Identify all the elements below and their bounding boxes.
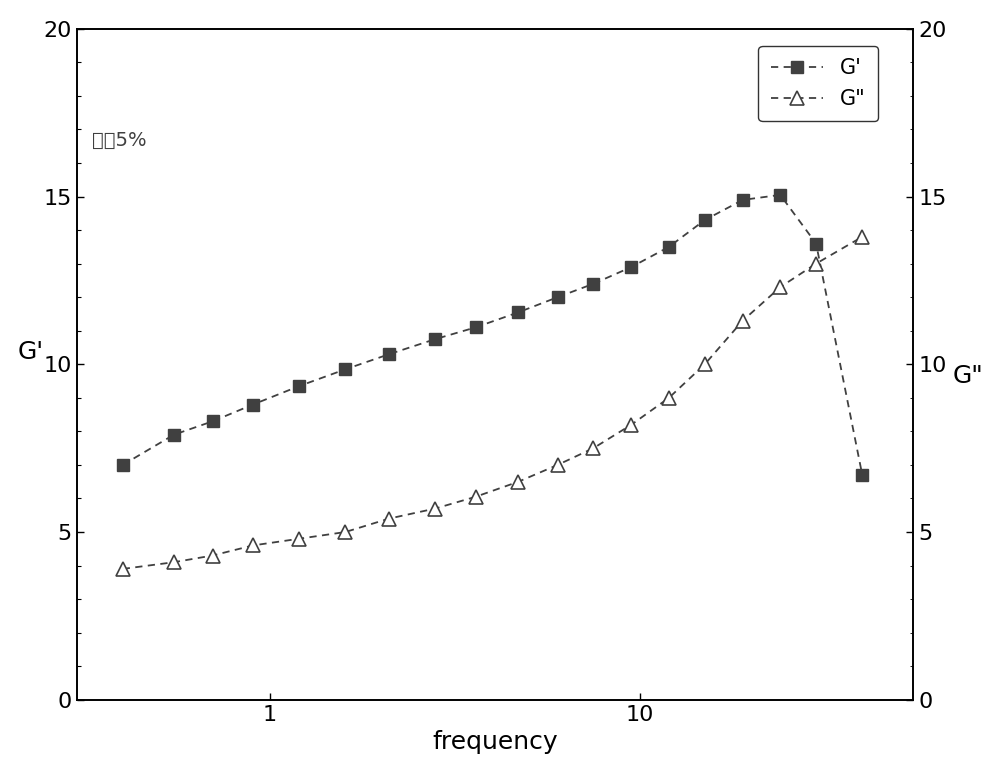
G' [117, 460, 129, 470]
Line: G': G' [116, 188, 869, 481]
Legend: G', G": G', G" [758, 46, 878, 122]
G" [383, 514, 395, 523]
G' [810, 239, 822, 248]
G" [552, 460, 564, 470]
G" [737, 316, 749, 326]
G' [663, 243, 675, 252]
G" [207, 551, 219, 560]
Line: G": G" [116, 230, 869, 576]
G" [774, 282, 786, 291]
G" [810, 259, 822, 268]
G' [699, 215, 711, 225]
G' [512, 308, 524, 317]
G" [117, 564, 129, 573]
G' [470, 322, 482, 332]
X-axis label: frequency: frequency [432, 730, 558, 754]
G' [247, 400, 259, 409]
Text: 应变5%: 应变5% [92, 131, 146, 150]
G" [625, 420, 637, 429]
Y-axis label: G": G" [952, 364, 983, 388]
G' [625, 263, 637, 272]
G' [383, 350, 395, 359]
G' [168, 430, 180, 439]
G' [552, 292, 564, 301]
G' [339, 365, 351, 374]
G" [429, 504, 441, 513]
G" [293, 534, 305, 543]
G' [587, 279, 599, 288]
G' [293, 381, 305, 391]
G' [856, 470, 868, 480]
G' [774, 190, 786, 199]
G" [339, 527, 351, 536]
G" [856, 232, 868, 242]
G" [470, 492, 482, 501]
G' [737, 195, 749, 205]
G" [699, 360, 711, 369]
Y-axis label: G': G' [17, 340, 44, 364]
G' [429, 335, 441, 344]
G" [587, 443, 599, 453]
G" [247, 541, 259, 550]
G' [207, 417, 219, 426]
G" [512, 477, 524, 487]
G" [168, 557, 180, 567]
G" [663, 393, 675, 402]
